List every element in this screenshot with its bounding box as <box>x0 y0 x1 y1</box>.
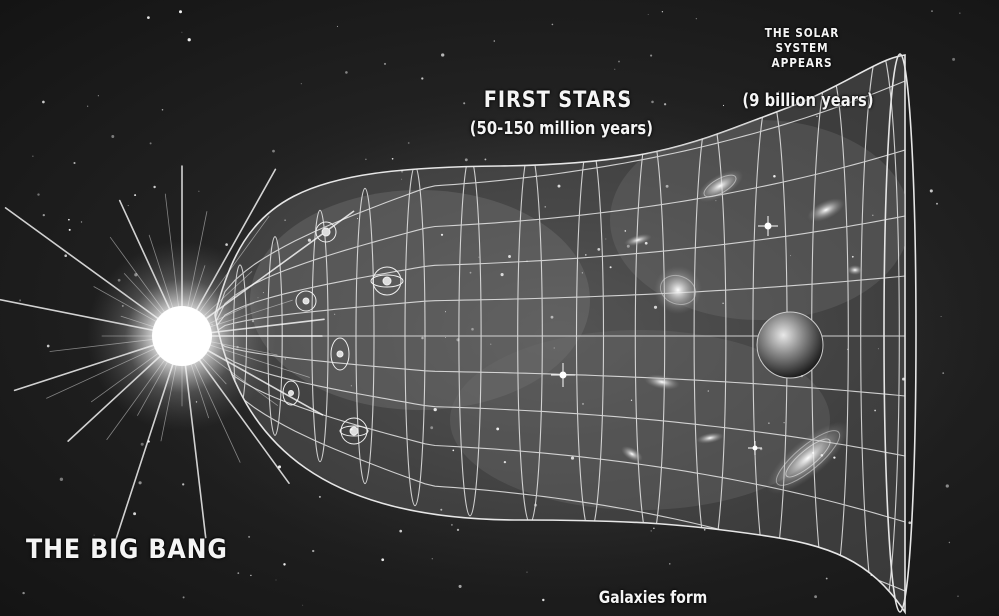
spacetime-funnel <box>214 53 917 615</box>
planet <box>756 311 824 379</box>
big-bang-label: THE BIG BANG <box>26 534 228 565</box>
star-field <box>19 10 961 606</box>
bright-stars <box>551 216 778 455</box>
galaxies <box>621 169 863 495</box>
first-stars-time-label: (50-150 million years) <box>469 118 653 139</box>
solar-system-time-label: (9 billion years) <box>742 90 874 111</box>
solar-system-label: THE SOLAR SYSTEM APPEARS <box>764 26 840 70</box>
galaxies-form-label: Galaxies form <box>598 588 708 608</box>
early-protostars <box>282 221 404 445</box>
big-bang-flash <box>0 165 355 550</box>
first-stars-label: FIRST STARS <box>483 88 633 113</box>
